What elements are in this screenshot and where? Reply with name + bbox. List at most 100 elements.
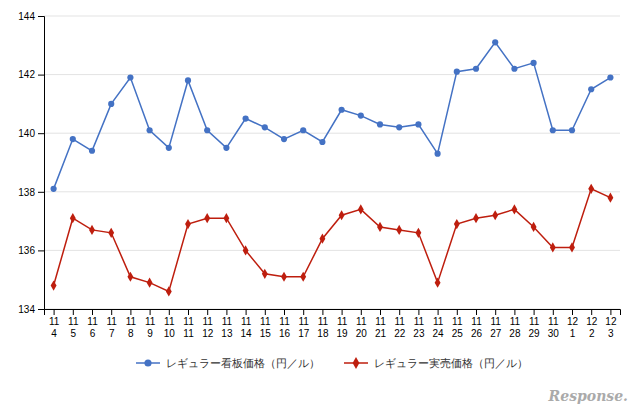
grid-line — [44, 16, 620, 17]
x-tick: 1127 — [490, 309, 502, 339]
y-tick-mark — [38, 309, 44, 310]
series-marker — [473, 66, 479, 72]
x-tick: 1118 — [317, 309, 329, 339]
x-tick-label-line: 26 — [471, 328, 483, 339]
series-marker — [243, 115, 249, 121]
x-tick-label: 122 — [586, 316, 598, 339]
x-tick-mark — [92, 309, 93, 315]
x-tick: 121 — [567, 309, 579, 339]
x-tick: 1114 — [241, 309, 253, 339]
y-tick-label: 138 — [18, 187, 35, 198]
series-marker — [300, 127, 306, 133]
x-tick: 1124 — [433, 309, 445, 339]
x-tick-mark — [361, 309, 362, 315]
x-tick-label-line: 18 — [317, 328, 329, 339]
x-tick-label: 1111 — [183, 316, 194, 339]
x-axis-line — [45, 310, 621, 316]
x-tick: 1129 — [529, 309, 541, 339]
series-marker — [185, 77, 191, 83]
annotation: Response. — [548, 388, 628, 404]
x-tick-mark — [111, 309, 112, 315]
legend: レギュラー看板価格（円／ル）レギュラー実売価格（円／ル） — [136, 357, 528, 370]
series-line — [54, 42, 611, 189]
x-tick-label-line: 9 — [147, 328, 153, 339]
x-tick: 116 — [87, 309, 98, 339]
series-marker — [454, 69, 460, 75]
grid-line — [44, 250, 620, 251]
x-tick: 122 — [586, 309, 598, 339]
series-marker — [492, 210, 498, 220]
x-tick-mark — [322, 309, 323, 315]
x-tick-label: 1121 — [375, 316, 387, 339]
y-tick-mark — [38, 192, 44, 193]
x-tick-mark — [418, 309, 419, 315]
legend-swatch-marker — [353, 357, 360, 369]
x-tick-mark — [169, 309, 170, 315]
x-tick: 1117 — [298, 309, 310, 339]
series-marker — [531, 222, 537, 232]
y-tick: 144 — [18, 11, 44, 22]
x-tick-mark — [73, 309, 74, 315]
series-marker — [51, 280, 57, 290]
x-tick-label: 1123 — [413, 316, 425, 339]
x-tick: 1110 — [164, 309, 176, 339]
x-tick-mark — [265, 309, 266, 315]
x-tick-label-line: 11 — [222, 316, 233, 327]
x-tick: 1128 — [509, 309, 521, 339]
x-tick-label-line: 11 — [491, 316, 502, 327]
x-tick-label-line: 28 — [509, 328, 521, 339]
x-tick-mark — [284, 309, 285, 315]
x-tick-label: 115 — [68, 316, 79, 339]
series-marker — [204, 127, 210, 133]
x-tick: 1130 — [548, 309, 560, 339]
x-tick: 1116 — [279, 309, 291, 339]
series-marker — [588, 184, 594, 194]
series-marker — [300, 272, 306, 282]
x-tick-label-line: 11 — [548, 316, 559, 327]
x-tick: 1115 — [260, 309, 272, 339]
y-tick-mark — [38, 250, 44, 251]
x-tick-label-line: 11 — [529, 316, 540, 327]
x-tick-mark — [534, 309, 535, 315]
x-tick-label: 114 — [49, 316, 60, 339]
series-marker — [281, 136, 287, 142]
y-tick: 134 — [18, 304, 44, 315]
x-tick-label-line: 21 — [375, 328, 387, 339]
x-tick-label: 1118 — [317, 316, 329, 339]
x-tick: 118 — [126, 309, 137, 339]
series-marker — [127, 272, 133, 282]
x-tick-label-line: 20 — [356, 328, 368, 339]
x-tick-label-line: 11 — [510, 316, 521, 327]
x-tick-label: 117 — [107, 316, 118, 339]
series-marker — [550, 127, 556, 133]
series-marker — [51, 186, 57, 192]
x-tick-label-line: 11 — [241, 316, 252, 327]
x-tick-label: 1120 — [356, 316, 368, 339]
x-tick-label-line: 11 — [337, 316, 348, 327]
x-tick-label-line: 11 — [318, 316, 329, 327]
y-tick-mark — [38, 75, 44, 76]
x-tick-mark — [591, 309, 592, 315]
x-tick-label-line: 11 — [126, 316, 137, 327]
x-tick-mark — [150, 309, 151, 315]
series-marker — [473, 213, 479, 223]
x-tick: 1120 — [356, 309, 368, 339]
series-marker — [396, 225, 402, 235]
series-marker — [204, 213, 210, 223]
series-marker — [223, 213, 229, 223]
x-tick-label-line: 11 — [375, 316, 386, 327]
x-tick-label: 119 — [145, 316, 156, 339]
series-marker — [569, 242, 575, 252]
series-marker — [588, 86, 594, 92]
series-marker — [281, 272, 287, 282]
x-tick-label-line: 11 — [183, 316, 194, 327]
x-tick-mark — [188, 309, 189, 315]
chart-svg: 1341361381401421441141151161171181191110… — [0, 0, 640, 409]
x-tick-label: 1126 — [471, 316, 483, 339]
y-tick: 136 — [18, 245, 44, 256]
x-tick-mark — [399, 309, 400, 315]
y-axis: 134136138140142144 — [18, 11, 44, 315]
x-tick-label: 1110 — [164, 316, 176, 339]
x-tick-label: 1117 — [298, 316, 310, 339]
x-tick-label-line: 12 — [586, 316, 598, 327]
